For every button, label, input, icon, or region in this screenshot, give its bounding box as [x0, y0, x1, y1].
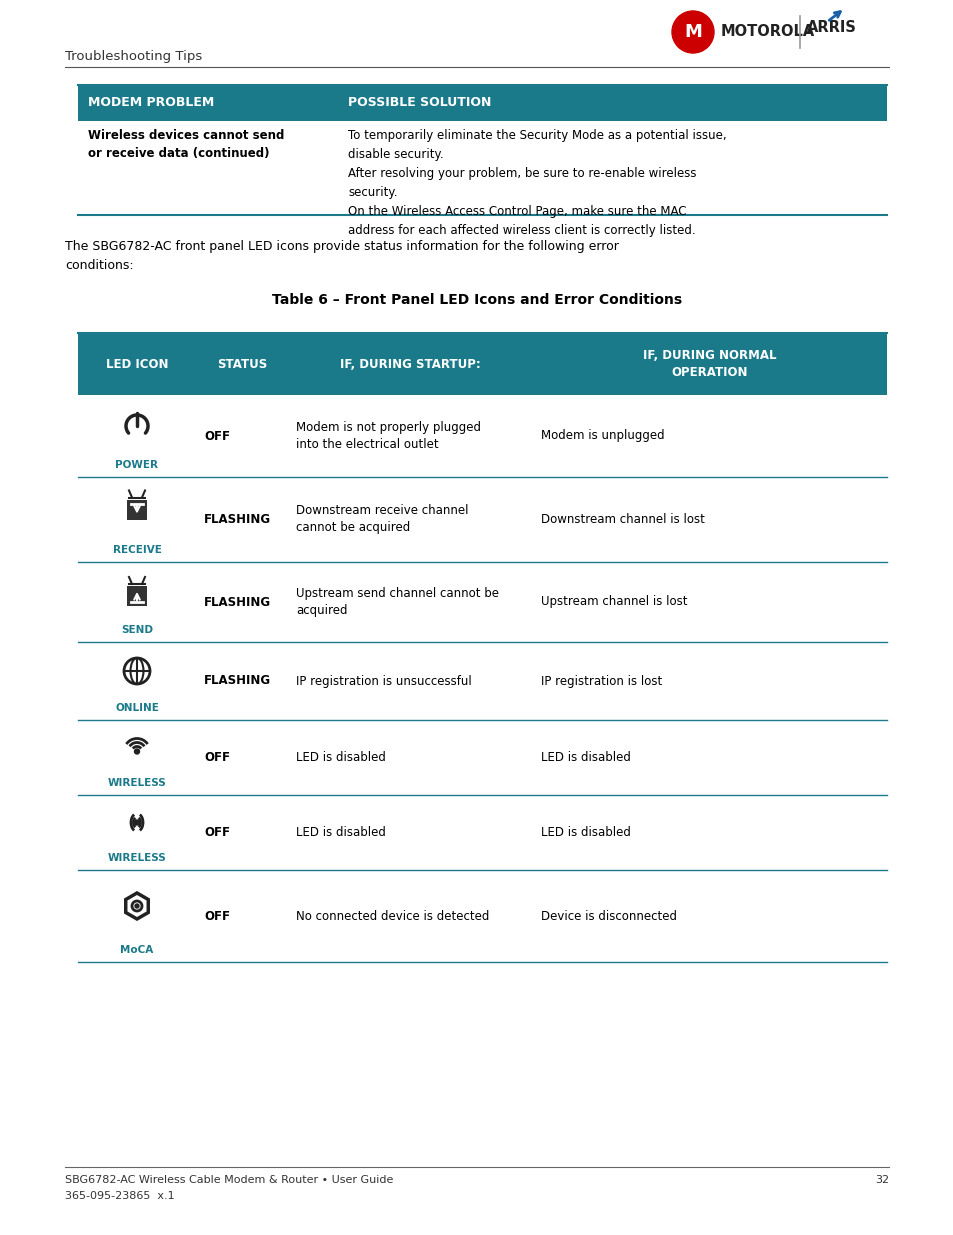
Text: M: M: [683, 23, 701, 41]
FancyBboxPatch shape: [78, 85, 886, 121]
Circle shape: [135, 904, 139, 908]
Text: SBG6782-AC Wireless Cable Modem & Router • User Guide: SBG6782-AC Wireless Cable Modem & Router…: [65, 1174, 393, 1186]
Text: FLASHING: FLASHING: [204, 674, 271, 688]
Circle shape: [134, 820, 139, 825]
Text: OFF: OFF: [204, 826, 230, 839]
Text: RECEIVE: RECEIVE: [112, 545, 161, 555]
Text: No connected device is detected: No connected device is detected: [295, 909, 489, 923]
Text: LED ICON: LED ICON: [106, 357, 168, 370]
Text: IP registration is unsuccessful: IP registration is unsuccessful: [295, 674, 471, 688]
Text: FLASHING: FLASHING: [204, 595, 271, 609]
Text: Device is disconnected: Device is disconnected: [540, 909, 677, 923]
Text: LED is disabled: LED is disabled: [295, 751, 385, 764]
Text: OFF: OFF: [204, 909, 230, 923]
Text: Wireless devices cannot send
or receive data (continued): Wireless devices cannot send or receive …: [88, 128, 284, 161]
Text: The SBG6782-AC front panel LED icons provide status information for the followin: The SBG6782-AC front panel LED icons pro…: [65, 240, 618, 272]
Text: Table 6 – Front Panel LED Icons and Error Conditions: Table 6 – Front Panel LED Icons and Erro…: [272, 293, 681, 308]
Text: IF, DURING NORMAL
OPERATION: IF, DURING NORMAL OPERATION: [642, 350, 776, 379]
Text: ONLINE: ONLINE: [115, 703, 159, 713]
Text: IF, DURING STARTUP:: IF, DURING STARTUP:: [340, 357, 480, 370]
Text: LED is disabled: LED is disabled: [540, 826, 630, 839]
Text: MoCA: MoCA: [120, 945, 153, 955]
Text: To temporarily eliminate the Security Mode as a potential issue,
disable securit: To temporarily eliminate the Security Mo…: [348, 128, 726, 237]
FancyBboxPatch shape: [127, 585, 147, 606]
Circle shape: [671, 11, 713, 53]
Text: WIRELESS: WIRELESS: [108, 778, 166, 788]
Text: STATUS: STATUS: [216, 357, 267, 370]
Text: 365-095-23865  x.1: 365-095-23865 x.1: [65, 1191, 174, 1200]
Text: ARRIS: ARRIS: [806, 21, 856, 36]
Text: POWER: POWER: [115, 459, 158, 471]
Text: WIRELESS: WIRELESS: [108, 853, 166, 863]
Text: POSSIBLE SOLUTION: POSSIBLE SOLUTION: [348, 96, 491, 110]
Text: OFF: OFF: [204, 430, 230, 442]
Text: Downstream receive channel
cannot be acquired: Downstream receive channel cannot be acq…: [295, 505, 468, 535]
Text: LED is disabled: LED is disabled: [295, 826, 385, 839]
Text: IP registration is lost: IP registration is lost: [540, 674, 661, 688]
Text: LED is disabled: LED is disabled: [540, 751, 630, 764]
Text: 32: 32: [874, 1174, 888, 1186]
Text: Upstream channel is lost: Upstream channel is lost: [540, 595, 687, 609]
Circle shape: [134, 748, 139, 755]
Text: Modem is unplugged: Modem is unplugged: [540, 430, 664, 442]
Text: Modem is not properly plugged
into the electrical outlet: Modem is not properly plugged into the e…: [295, 421, 480, 451]
Text: Upstream send channel cannot be
acquired: Upstream send channel cannot be acquired: [295, 587, 498, 618]
Text: Troubleshooting Tips: Troubleshooting Tips: [65, 49, 202, 63]
Text: MOTOROLA: MOTOROLA: [720, 25, 815, 40]
Text: FLASHING: FLASHING: [204, 513, 271, 526]
Text: Downstream channel is lost: Downstream channel is lost: [540, 513, 704, 526]
Text: OFF: OFF: [204, 751, 230, 764]
Text: SEND: SEND: [121, 625, 152, 635]
Text: MODEM PROBLEM: MODEM PROBLEM: [88, 96, 214, 110]
FancyBboxPatch shape: [78, 333, 886, 395]
FancyBboxPatch shape: [127, 499, 147, 520]
